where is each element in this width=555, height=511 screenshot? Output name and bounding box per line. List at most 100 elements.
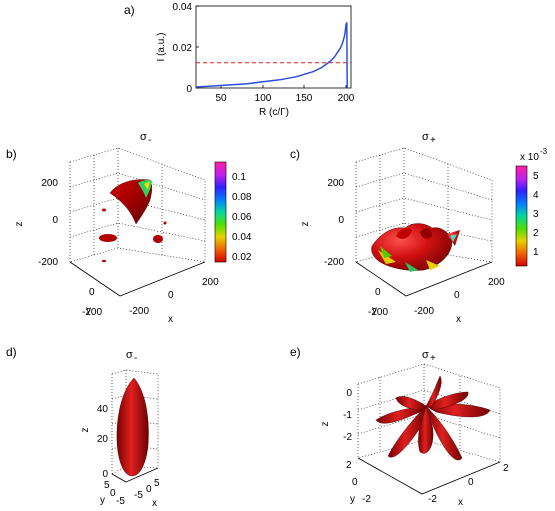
panel-c: c) σ + 200 0 -200 z 0 -200 y bbox=[290, 131, 548, 325]
panel-e-y-ticks: 2 0 -2 bbox=[346, 460, 371, 505]
panel-e-label: e) bbox=[290, 345, 301, 359]
panel-c-ztick-1: 0 bbox=[338, 215, 344, 226]
panel-d-z-ticks: 40 20 0 bbox=[97, 404, 109, 480]
panel-e-lobes bbox=[375, 375, 491, 461]
panel-c-z-ticks: 200 0 -200 bbox=[324, 178, 344, 268]
panel-c-colorbar bbox=[515, 165, 528, 267]
panel-a-x-ticks: 50 100 150 200 bbox=[215, 85, 355, 104]
panel-e-ytick-2: -2 bbox=[362, 494, 371, 505]
panel-e-xtick-2: 2 bbox=[503, 463, 509, 474]
panel-e-title: σ bbox=[422, 349, 429, 361]
panel-b-xtick-0: -200 bbox=[129, 306, 149, 317]
panel-c-ylabel: y bbox=[372, 305, 377, 316]
panel-e-xtick-1: 0 bbox=[468, 477, 474, 488]
panel-d-ztick-0: 40 bbox=[97, 404, 109, 415]
panel-c-xlabel: x bbox=[456, 314, 461, 325]
panel-c-cbar-tick-4: 1 bbox=[533, 247, 539, 258]
panel-b-ztick-2: -200 bbox=[38, 257, 58, 268]
panel-d-xtick-0: -5 bbox=[134, 490, 143, 501]
panel-b-colorbar bbox=[214, 161, 227, 263]
panel-d-xtick-2: 5 bbox=[154, 478, 160, 489]
panel-a-ytick-2: 0.04 bbox=[173, 2, 193, 13]
panel-e-xlabel: x bbox=[458, 497, 463, 508]
panel-b-ztick-0: 200 bbox=[41, 178, 58, 189]
panel-c-surface bbox=[371, 223, 460, 272]
panel-e-title-sub: + bbox=[430, 353, 436, 364]
panel-c-3d-box bbox=[355, 147, 493, 297]
panel-e-zlabel: z bbox=[320, 422, 331, 427]
panel-b-z-ticks: 200 0 -200 bbox=[38, 178, 58, 268]
panel-b-xlabel: x bbox=[168, 314, 173, 325]
panel-c-cbar-tick-3: 2 bbox=[533, 228, 539, 239]
panel-b-colorbar-ticks: 0.1 0.08 0.06 0.04 0.02 bbox=[232, 172, 252, 263]
panel-d-y-ticks: 5 0 -5 bbox=[104, 480, 125, 507]
panel-c-cbar-tick-1: 4 bbox=[533, 190, 539, 201]
panel-b-ztick-1: 0 bbox=[52, 215, 58, 226]
panel-a-ylabel: I (a.u.) bbox=[156, 33, 167, 62]
panel-c-colorbar-ticks: 5 4 3 2 1 bbox=[533, 171, 539, 258]
panel-d-ztick-1: 20 bbox=[97, 434, 109, 445]
panel-a-ytick-0: 0 bbox=[186, 84, 192, 95]
panel-d-label: d) bbox=[6, 345, 17, 359]
panel-b-ytick-1: -200 bbox=[82, 307, 102, 318]
panel-c-x-ticks: -200 0 200 bbox=[414, 277, 505, 317]
panel-b-x-ticks: -200 0 200 bbox=[129, 277, 219, 317]
panel-c-cbar-tick-2: 3 bbox=[533, 209, 539, 220]
panel-d-x-ticks: -5 0 5 bbox=[134, 478, 160, 501]
panel-a-label: a) bbox=[124, 3, 135, 17]
panel-b-cbar-tick-0: 0.1 bbox=[232, 172, 246, 183]
panel-b-cbar-tick-3: 0.04 bbox=[232, 232, 252, 243]
panel-b-xtick-1: 0 bbox=[168, 290, 174, 301]
panel-c-ztick-2: -200 bbox=[324, 257, 344, 268]
panel-d-xtick-1: 0 bbox=[146, 484, 152, 495]
panel-b-ylabel: y bbox=[86, 305, 91, 316]
panel-a-xtick-0: 50 bbox=[215, 93, 227, 104]
panel-b-y-ticks: 0 -200 bbox=[82, 287, 102, 318]
panel-e-ytick-0: 2 bbox=[346, 460, 352, 471]
panel-c-y-ticks: 0 -200 bbox=[368, 287, 388, 318]
panel-d-xlabel: x bbox=[152, 498, 157, 509]
panel-c-title: σ bbox=[422, 131, 429, 143]
panel-b-surface bbox=[99, 179, 167, 263]
panel-c-xtick-2: 200 bbox=[488, 277, 505, 288]
panel-a-ytick-1: 0.02 bbox=[173, 43, 193, 54]
panel-e-ztick-0: 0 bbox=[346, 388, 352, 399]
panel-b-3d-box bbox=[69, 147, 206, 297]
panel-e-ylabel: y bbox=[350, 494, 355, 505]
panel-b-cbar-tick-1: 0.08 bbox=[232, 192, 252, 203]
panel-b-title-sub: - bbox=[148, 135, 151, 146]
panel-b-zlabel: z bbox=[14, 222, 25, 227]
panel-d-ylabel: y bbox=[100, 495, 105, 506]
panel-a-xtick-3: 200 bbox=[338, 93, 355, 104]
panel-a: a) 0 0.02 0.04 50 100 150 200 R (c/Γ) I … bbox=[124, 2, 355, 118]
panel-a-axes-box bbox=[195, 5, 352, 89]
panel-d-ytick-1: 0 bbox=[110, 488, 116, 499]
panel-e-ztick-2: -2 bbox=[343, 432, 352, 443]
panel-d-zlabel: z bbox=[80, 428, 91, 433]
panel-d-ztick-2: 0 bbox=[102, 469, 108, 480]
panel-a-y-ticks: 0 0.02 0.04 bbox=[173, 2, 199, 95]
panel-b: b) σ - 200 0 -200 z 0 -200 y -20 bbox=[6, 131, 252, 325]
panel-d-lobe bbox=[116, 377, 149, 477]
panel-e-z-ticks: 0 -1 -2 bbox=[343, 388, 352, 443]
panel-c-xtick-1: 0 bbox=[454, 290, 460, 301]
panel-b-xtick-2: 200 bbox=[202, 277, 219, 288]
panel-d: d) σ - 40 20 0 z 5 0 -5 y -5 0 5 x bbox=[6, 345, 160, 509]
panel-c-label: c) bbox=[290, 147, 300, 161]
panel-a-xtick-1: 100 bbox=[255, 93, 272, 104]
panel-c-colorbar-scale: x 10 bbox=[520, 152, 539, 163]
panel-d-ytick-0: 5 bbox=[104, 480, 110, 491]
panel-c-title-sub: + bbox=[430, 135, 436, 146]
panel-d-title-sub: - bbox=[134, 353, 137, 364]
panel-c-cbar-tick-0: 5 bbox=[533, 171, 539, 182]
panel-b-label: b) bbox=[6, 147, 17, 161]
panel-b-title: σ bbox=[140, 131, 147, 143]
panel-b-ytick-0: 0 bbox=[89, 287, 95, 298]
panel-c-xtick-0: -200 bbox=[414, 306, 434, 317]
panel-c-zlabel: z bbox=[300, 222, 311, 227]
panel-c-ytick-0: 0 bbox=[375, 287, 381, 298]
panel-e: e) σ + 0 -1 -2 z 2 0 -2 y bbox=[290, 345, 509, 508]
panel-e-xtick-0: -2 bbox=[428, 494, 437, 505]
panel-a-xtick-2: 150 bbox=[296, 93, 313, 104]
